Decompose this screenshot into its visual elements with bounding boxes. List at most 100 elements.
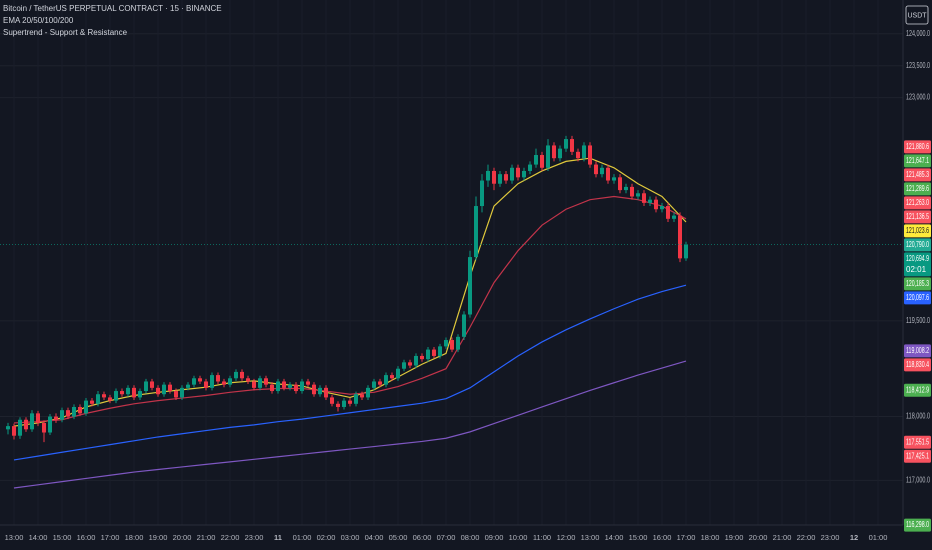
candle-body [606, 167, 610, 181]
price-badge-label: 119,008.2 [906, 346, 929, 355]
candle-body [192, 378, 196, 385]
candle-body [654, 199, 658, 210]
price-badge [904, 154, 931, 168]
candle-body [390, 375, 394, 379]
candle-body [600, 167, 604, 175]
x-tick-label: 16:00 [653, 533, 672, 542]
candle-body [180, 387, 184, 398]
candle-body [234, 371, 238, 379]
x-tick-label: 22:00 [221, 533, 240, 542]
candle-body [444, 340, 448, 347]
grid [0, 33, 903, 481]
price-badge [904, 210, 931, 224]
x-tick-label: 01:00 [293, 533, 312, 542]
candle-body [264, 378, 268, 385]
candle-body [204, 381, 208, 388]
indicator-label: EMA 20/50/100/200 [3, 16, 74, 25]
candle-body [456, 336, 460, 350]
candle-body [588, 145, 592, 165]
candle-body [504, 174, 508, 181]
x-tick-label: 19:00 [149, 533, 168, 542]
price-badge-label: 118,412.9 [906, 385, 929, 394]
price-badge [904, 182, 931, 196]
price-badge [904, 224, 931, 238]
price-badge-label: 121,136.5 [906, 212, 929, 221]
candle-body [384, 375, 388, 385]
x-tick-label: 06:00 [413, 533, 432, 542]
candle-body [438, 346, 442, 356]
x-tick-label: 15:00 [53, 533, 72, 542]
candle-body [672, 215, 676, 219]
y-tick-label: 123,500.0 [906, 61, 930, 70]
candle-body [420, 355, 424, 360]
candle-body [246, 378, 250, 382]
candle-body [276, 381, 280, 392]
x-tick-label: 05:00 [389, 533, 408, 542]
candle-body [120, 391, 124, 395]
x-tick-label: 12 [850, 533, 858, 542]
price-badge [904, 449, 931, 463]
candle-body [12, 426, 16, 436]
candle-body [486, 170, 490, 181]
candle-body [516, 167, 520, 178]
x-tick-label: 16:00 [77, 533, 96, 542]
x-tick-label: 17:00 [677, 533, 696, 542]
x-tick-label: 18:00 [125, 533, 144, 542]
countdown-label: 02:01 [906, 265, 927, 274]
price-badge-label: 120,790.0 [906, 240, 929, 249]
price-badge [904, 518, 931, 532]
candle-body [102, 394, 106, 398]
candle-body [366, 387, 370, 398]
candle-body [198, 378, 202, 382]
y-tick-label: 124,000.0 [906, 29, 930, 38]
candle-body [336, 403, 340, 407]
candle-body [492, 170, 496, 184]
candle-body [414, 355, 418, 366]
candle-body [318, 387, 322, 395]
candle-body [168, 384, 172, 392]
candle-body [378, 381, 382, 385]
price-badge [904, 291, 931, 305]
candle-body [6, 426, 10, 430]
candle-body [252, 381, 256, 388]
candle-body [210, 375, 214, 388]
x-tick-label: 11 [274, 533, 282, 542]
candle-body [222, 381, 226, 385]
currency-button[interactable] [905, 5, 929, 25]
candle-body [96, 394, 100, 404]
candle-body [138, 391, 142, 398]
candle-body [132, 387, 136, 398]
price-badge-label: 120,185.3 [906, 279, 929, 288]
candle-body [144, 381, 148, 392]
candle-body [666, 206, 670, 219]
x-tick-label: 12:00 [557, 533, 576, 542]
candle-body [42, 422, 46, 433]
y-tick-label: 119,500.0 [906, 316, 930, 325]
ema-line [13, 360, 687, 489]
price-badge [904, 168, 931, 182]
candle-body [612, 177, 616, 181]
candle-body [342, 400, 346, 407]
x-tick-label: 18:00 [701, 533, 720, 542]
y-tick-label: 118,000.0 [906, 412, 930, 421]
candle-body [540, 155, 544, 168]
currency-label[interactable]: USDT [907, 12, 927, 19]
indicator-label: Supertrend - Support & Resistance [3, 28, 128, 37]
candle-body [84, 400, 88, 414]
price-badge [904, 277, 931, 291]
ema-line [13, 157, 687, 427]
candle-body [684, 244, 688, 259]
candle-body [372, 381, 376, 388]
price-badge [904, 358, 931, 372]
candle-body [546, 145, 550, 168]
candle-body [48, 416, 52, 433]
x-tick-label: 20:00 [749, 533, 768, 542]
x-tick-label: 11:00 [533, 533, 551, 542]
price-badge-label: 121,647.1 [906, 156, 929, 165]
price-badge [904, 196, 931, 210]
price-badge [904, 383, 931, 397]
candle-body [354, 394, 358, 404]
